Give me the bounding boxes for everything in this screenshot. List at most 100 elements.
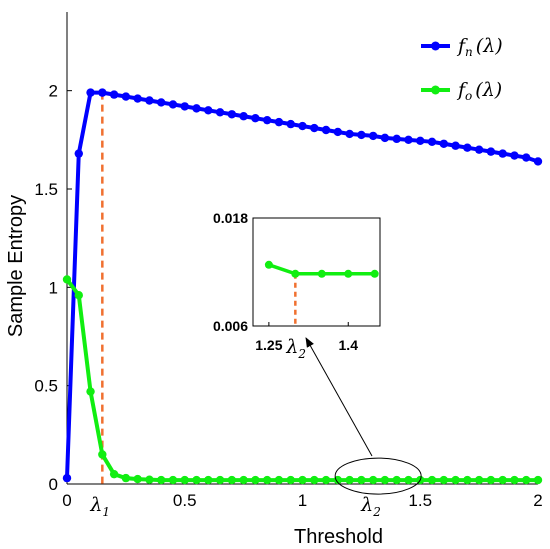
series-1-point	[474, 475, 484, 485]
series-0-point	[498, 149, 507, 158]
y-tick-label: 1.5	[34, 180, 58, 199]
y-tick-label: 1	[49, 278, 58, 297]
series-1-point	[74, 291, 83, 300]
x-tick-label: 0.5	[173, 491, 197, 510]
series-0-point	[239, 112, 248, 121]
x-tick-label: 1.5	[408, 491, 432, 510]
series-0-point	[416, 136, 425, 146]
inset-series-point	[370, 269, 379, 278]
series-0-point	[439, 139, 448, 148]
series-1-point	[180, 475, 189, 485]
series-1-point	[380, 475, 390, 485]
series-0-point	[262, 115, 272, 125]
x-tick-label: 0	[62, 491, 71, 510]
inset-x-tick-label: 1.4	[339, 337, 359, 353]
series-0-point	[345, 129, 354, 139]
series-0-point	[451, 141, 460, 150]
series-0-point	[180, 102, 189, 111]
series-1-point	[357, 475, 366, 485]
series-0-point	[486, 147, 496, 156]
series-1-point	[321, 475, 331, 485]
series-1-point	[98, 450, 107, 459]
series-1-point	[109, 469, 119, 479]
series-1-point	[286, 475, 295, 485]
inset-plot-area: 0.018 0.006 1.25 1.4 λ2	[213, 210, 381, 457]
series-1-point	[251, 475, 260, 485]
series-0-point	[474, 145, 484, 154]
series-1-point	[310, 475, 319, 485]
inset-y-tick-label: 0.006	[213, 318, 248, 334]
inset-series-point	[317, 269, 326, 278]
inset-series-point	[344, 269, 353, 278]
series-1-point	[345, 475, 354, 485]
series-1-point	[522, 475, 531, 485]
series-0-point	[321, 125, 331, 135]
inset-frame	[252, 217, 381, 327]
series-0-point	[215, 108, 225, 117]
series-1-point	[145, 475, 154, 484]
legend-label-0: fn (λ)	[456, 35, 503, 59]
series-0-point	[298, 121, 307, 131]
series-1-point	[215, 475, 225, 485]
series-1-point	[157, 475, 166, 485]
series-1-point	[133, 474, 142, 484]
y-tick-label: 2	[49, 82, 58, 101]
series-1-point	[227, 475, 237, 485]
series-0-point	[204, 106, 213, 115]
series-0-point	[510, 151, 519, 160]
series-1-point	[298, 475, 307, 485]
series-1-point	[239, 475, 248, 485]
series-1-point	[392, 475, 401, 485]
y-tick-label: 0.5	[34, 377, 58, 396]
inset-series-point	[264, 260, 273, 269]
series-0-point	[133, 94, 142, 103]
inset-series-point	[291, 269, 300, 278]
series-0-point	[380, 133, 390, 143]
inset-x-tick-label: 1.25	[255, 337, 282, 353]
series-1-point	[439, 475, 448, 485]
series-0-point	[157, 98, 166, 107]
series-1-point	[192, 475, 201, 485]
series-0-point	[109, 90, 119, 99]
series-0-point	[310, 123, 319, 133]
lambda1-label: λ1	[89, 494, 110, 519]
y-tick-label: 0	[49, 475, 58, 494]
legend-marker-0	[431, 41, 440, 51]
series-0-point	[192, 104, 201, 113]
series-0-point	[404, 135, 413, 145]
inset-arrow	[305, 337, 373, 457]
series-1-point	[274, 475, 284, 485]
series-1-point	[510, 475, 519, 485]
y-axis-label: Sample Entropy	[5, 195, 27, 337]
series-1-point	[368, 475, 378, 485]
series-0-point	[74, 149, 83, 158]
series-1-point	[262, 475, 272, 485]
series-0-point	[274, 117, 284, 127]
legend-label-1: fo (λ)	[456, 79, 502, 103]
series-1-point	[204, 475, 213, 485]
x-tick-label: 1	[298, 491, 307, 510]
series-0-point	[227, 110, 237, 119]
series-1-point	[62, 275, 72, 284]
series-0-point	[333, 127, 343, 137]
series-1-point	[86, 387, 95, 396]
series-1-point	[427, 475, 437, 485]
series-0-point	[357, 130, 366, 140]
series-0-point	[368, 131, 378, 141]
inset-y-tick-label: 0.018	[213, 210, 248, 226]
series-0-point	[121, 92, 131, 101]
series-0-point	[251, 114, 260, 123]
legend-marker-1	[431, 85, 440, 95]
series-0-point	[463, 143, 472, 152]
series-0-point	[145, 96, 154, 105]
series-1-point	[533, 475, 543, 485]
x-tick-label: 2	[533, 491, 542, 510]
highlight-ellipse	[334, 457, 422, 495]
series-1-point	[168, 475, 178, 485]
series-0-point	[86, 88, 95, 97]
series-1-point	[498, 475, 507, 485]
series-1-point	[486, 475, 496, 485]
series-1-point	[463, 475, 472, 485]
inset-lambda2-label: λ2	[285, 336, 306, 361]
